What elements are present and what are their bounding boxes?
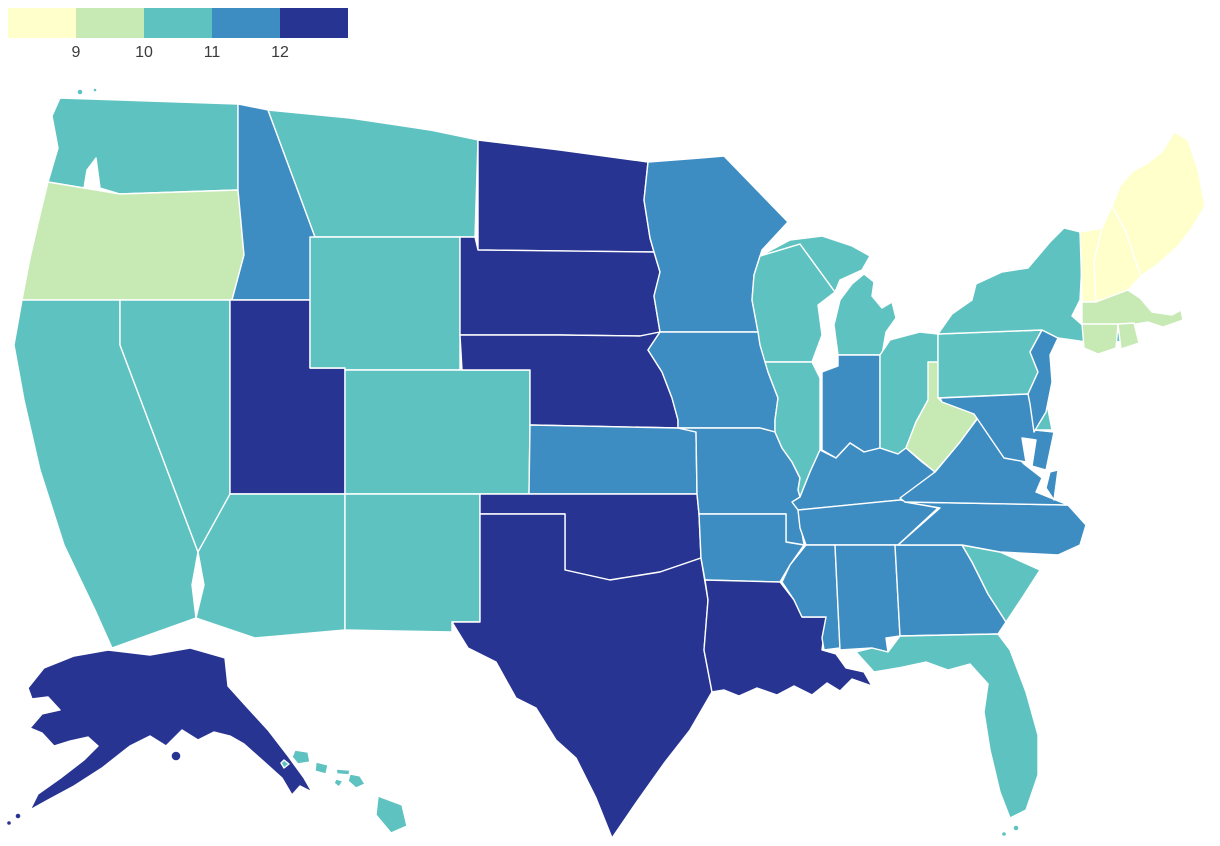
state-virginia-eastern-shore[interactable]	[1045, 469, 1059, 501]
legend: 9 10 11 12	[8, 8, 368, 78]
legend-swatch-1	[8, 8, 76, 38]
state-north-dakota[interactable]	[477, 139, 655, 253]
state-wyoming[interactable]	[309, 236, 461, 371]
legend-swatch-5	[280, 8, 348, 38]
state-texas[interactable]	[451, 513, 713, 839]
state-alabama[interactable]	[834, 544, 901, 653]
state-kansas[interactable]	[528, 424, 698, 495]
state-hawaii-kauai[interactable]	[291, 749, 311, 765]
state-hawaii-oahu[interactable]	[314, 761, 329, 775]
legend-tick-label: 12	[271, 44, 289, 61]
state-hawaii-niihau[interactable]	[280, 759, 290, 769]
state-washington-island[interactable]	[92, 87, 98, 93]
state-colorado[interactable]	[344, 369, 531, 495]
state-hawaii-big-island[interactable]	[375, 795, 408, 834]
state-south-carolina[interactable]	[961, 544, 1041, 623]
state-hawaii-lanai[interactable]	[333, 778, 344, 788]
state-pennsylvania[interactable]	[937, 329, 1043, 399]
state-new-jersey[interactable]	[1027, 329, 1059, 433]
state-illinois[interactable]	[764, 361, 821, 498]
state-alaska[interactable]	[27, 647, 313, 811]
state-hawaii-molokai[interactable]	[335, 768, 351, 776]
legend-ticks: 9 10 11 12	[8, 38, 348, 64]
state-connecticut[interactable]	[1081, 323, 1119, 355]
state-hawaii-maui[interactable]	[347, 773, 366, 789]
state-florida-keys[interactable]	[1012, 824, 1020, 832]
state-michigan-upper-peninsula[interactable]	[759, 235, 871, 293]
state-indiana[interactable]	[821, 354, 881, 459]
legend-swatch-3	[144, 8, 212, 38]
state-washington[interactable]	[47, 97, 239, 195]
legend-swatches	[8, 8, 348, 38]
state-alaska-aleutian-island[interactable]	[14, 812, 22, 820]
legend-swatch-4	[212, 8, 280, 38]
state-washington-island[interactable]	[76, 88, 84, 96]
state-alaska-kodiak-island[interactable]	[170, 750, 182, 762]
state-florida[interactable]	[855, 633, 1039, 819]
legend-tick-label: 9	[71, 44, 81, 61]
state-maine[interactable]	[1111, 131, 1206, 277]
state-oregon[interactable]	[21, 181, 245, 301]
legend-tick-label: 11	[203, 44, 221, 61]
legend-swatch-2	[76, 8, 144, 38]
state-south-dakota[interactable]	[459, 236, 661, 337]
state-arizona[interactable]	[195, 493, 346, 639]
legend-tick-label: 10	[135, 44, 153, 61]
state-new-mexico[interactable]	[344, 493, 481, 633]
state-michigan-lower-peninsula[interactable]	[833, 273, 897, 356]
state-florida-keys[interactable]	[1000, 830, 1008, 838]
state-rhode-island[interactable]	[1117, 322, 1140, 350]
state-north-carolina[interactable]	[897, 501, 1087, 556]
state-alaska-aleutian-island[interactable]	[5, 819, 13, 827]
